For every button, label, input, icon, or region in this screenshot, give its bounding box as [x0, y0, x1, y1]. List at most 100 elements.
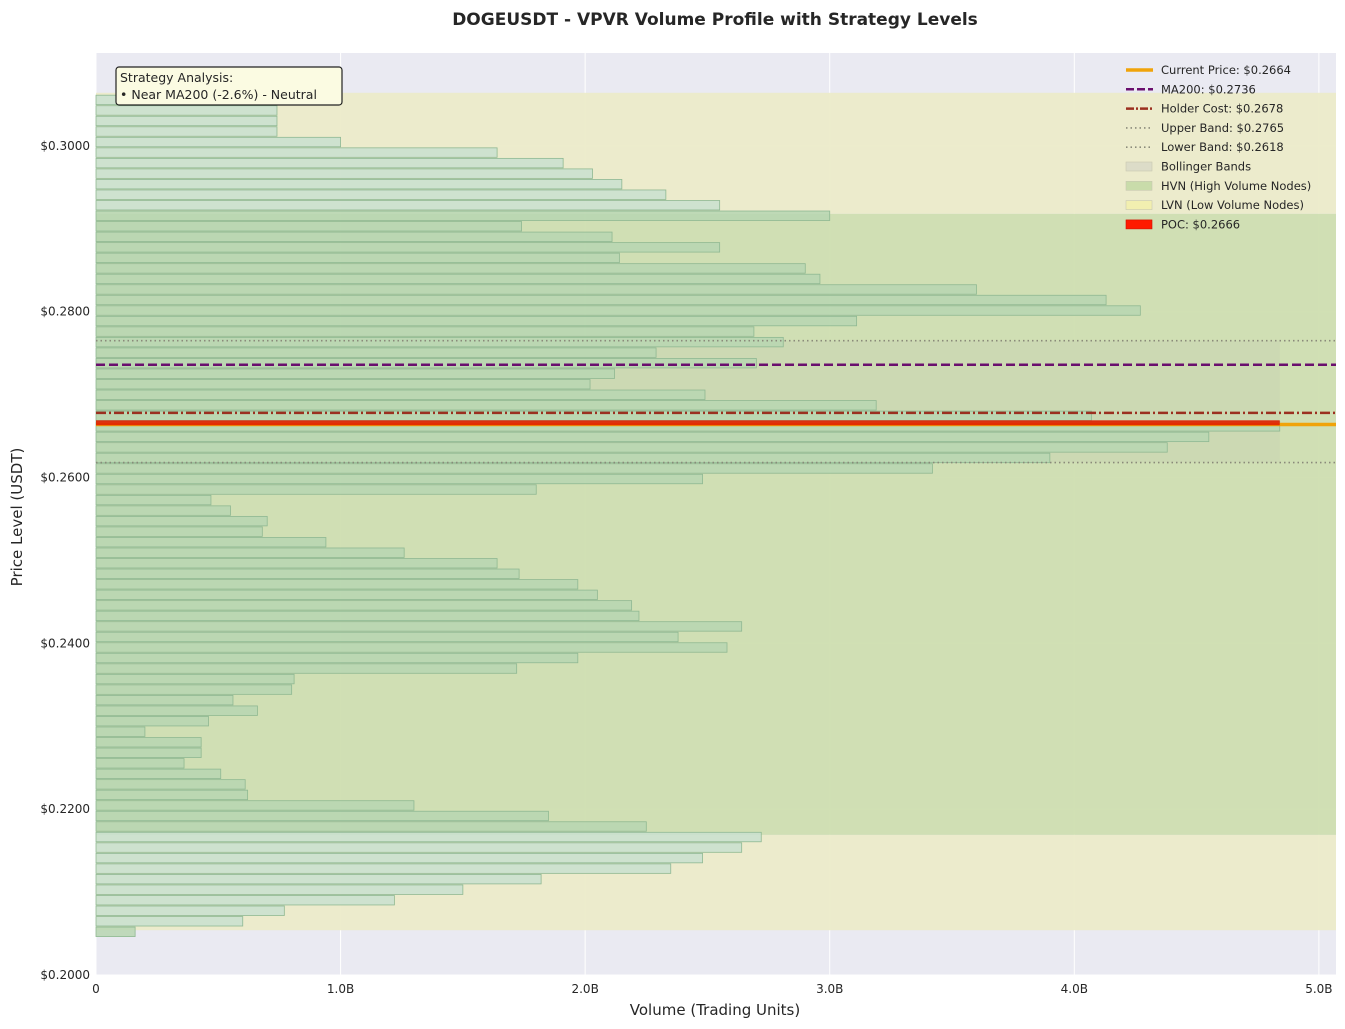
x-tick-label: 4.0B: [1061, 982, 1088, 996]
volume-bar: [95, 916, 244, 927]
volume-bar: [95, 494, 212, 506]
volume-bar: [95, 189, 667, 200]
x-tick-label: 1.0B: [327, 982, 354, 996]
volume-bar: [95, 505, 231, 516]
volume-bar: [95, 842, 743, 853]
volume-bar: [95, 452, 1051, 464]
x-tick-label: 0: [92, 982, 100, 996]
volume-bar: [95, 642, 728, 653]
y-tick-label: $0.2400: [40, 636, 90, 650]
volume-bar: [95, 315, 858, 327]
annotation-text: • Near MA200 (-2.6%) - Neutral: [120, 87, 317, 102]
y-tick-label: $0.2600: [40, 471, 90, 485]
plot-area: 0 1.0B 2.0B 3.0B 4.0B 5.0B $0.2000 $0.2200 $0.24…: [40, 53, 1336, 996]
legend-swatch-lvn: [1125, 200, 1153, 210]
volume-bar: [95, 895, 395, 906]
volume-bar: [95, 905, 285, 916]
volume-bar: [95, 126, 278, 137]
volume-bar: [95, 589, 598, 600]
volume-bar: [95, 442, 1168, 453]
volume-bar: [95, 379, 591, 390]
volume-bar: [95, 147, 498, 158]
volume-bar: [95, 884, 464, 895]
y-axis-label: Price Level (USDT): [8, 448, 26, 587]
volume-bar: [95, 231, 613, 242]
volume-bar: [95, 242, 721, 253]
y-tick-label: $0.2000: [40, 968, 90, 982]
volume-bar: [95, 726, 146, 737]
volume-bar: [95, 789, 249, 801]
volume-bar: [95, 263, 806, 274]
volume-bar: [95, 852, 703, 864]
volume-bar: [95, 558, 498, 569]
volume-bar: [95, 926, 136, 937]
volume-bar: [95, 305, 1141, 316]
volume-bar: [95, 737, 202, 748]
x-tick-label: 2.0B: [571, 982, 598, 996]
volume-bar: [95, 695, 234, 706]
annotation-title: Strategy Analysis:: [120, 70, 233, 85]
y-tick-label: $0.2800: [40, 305, 90, 319]
volume-bar: [95, 136, 341, 148]
volume-bar: [95, 463, 933, 474]
volume-bar: [95, 568, 520, 579]
volume-bar: [95, 210, 831, 221]
volume-bar: [95, 484, 537, 495]
legend-label-ma200: MA200: $0.2736: [1161, 82, 1256, 96]
volume-bar: [95, 810, 549, 822]
legend-label-poc: POC: $0.2666: [1161, 217, 1240, 231]
legend-swatch-poc: [1125, 219, 1153, 230]
volume-bar: [95, 863, 672, 874]
volume-bar: [95, 515, 268, 527]
strategy-annotation: Strategy Analysis: • Near MA200 (-2.6%) …: [115, 66, 343, 106]
volume-bar: [95, 631, 679, 643]
volume-bar: [95, 747, 202, 758]
volume-bar: [95, 431, 1210, 443]
volume-bar: [95, 157, 564, 169]
volume-bar: [95, 115, 278, 127]
volume-bar: [95, 716, 209, 727]
volume-bar: [95, 610, 640, 622]
volume-bar: [95, 579, 579, 590]
y-tick-label: $0.3000: [40, 139, 90, 153]
volume-bar: [95, 652, 579, 664]
volume-bar: [95, 252, 620, 264]
legend: Current Price: $0.2664 MA200: $0.2736 Hold…: [1125, 63, 1311, 231]
chart-title: DOGEUSDT - VPVR Volume Profile with Stra…: [452, 10, 978, 30]
volume-bar: [95, 831, 762, 843]
volume-bar: [95, 537, 327, 548]
volume-bar: [95, 221, 522, 232]
legend-label-current: Current Price: $0.2664: [1161, 63, 1291, 77]
volume-bar: [95, 358, 757, 369]
volume-bar: [95, 874, 542, 885]
x-axis-label: Volume (Trading Units): [630, 1001, 800, 1019]
legend-swatch-bb: [1125, 161, 1153, 172]
volume-bar: [95, 547, 405, 558]
poc-bar: [96, 420, 1280, 426]
volume-bar: [95, 473, 703, 485]
volume-bar: [95, 705, 258, 716]
volume-bar: [95, 105, 278, 116]
volume-bar: [95, 600, 633, 611]
y-tick-label: $0.2200: [40, 802, 90, 816]
volume-bar: [95, 621, 743, 632]
volume-bar: [95, 758, 185, 769]
volume-bar: [95, 663, 518, 674]
volume-bar: [95, 284, 977, 295]
volume-bar: [95, 389, 706, 400]
volume-bar: [95, 179, 623, 190]
volume-bar: [95, 779, 246, 790]
volume-bar: [95, 336, 784, 348]
annotation-box: [115, 66, 343, 106]
legend-label-bb: Bollinger Bands: [1161, 160, 1251, 174]
volume-bar: [95, 368, 615, 379]
volume-bar: [95, 200, 721, 211]
x-tick-label: 3.0B: [816, 982, 843, 996]
legend-label-upper: Upper Band: $0.2765: [1161, 121, 1284, 135]
legend-label-lvn: LVN (Low Volume Nodes): [1161, 198, 1304, 212]
x-tick-label: 5.0B: [1305, 982, 1332, 996]
volume-bar: [95, 294, 1107, 306]
volume-bar: [95, 821, 647, 832]
volume-bar: [95, 168, 593, 179]
